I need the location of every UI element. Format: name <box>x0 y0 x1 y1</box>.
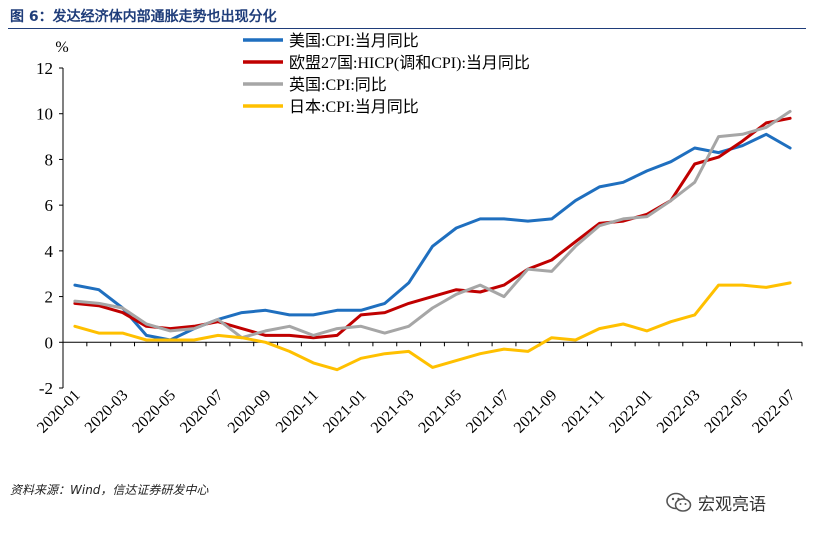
wechat-icon <box>666 492 692 512</box>
y-axis-label: % <box>55 39 68 56</box>
source-note: 资料来源：Wind，信达证券研发中心 <box>10 483 209 497</box>
x-tick-label: 2022-03 <box>654 387 704 437</box>
y-tick-label: 2 <box>45 288 54 307</box>
y-tick-label: 0 <box>45 333 54 352</box>
legend-label: 欧盟27国:HICP(调和CPI):当月同比 <box>289 54 530 72</box>
x-tick-label: 2022-01 <box>606 387 656 437</box>
x-tick-label: 2020-07 <box>177 387 227 437</box>
y-tick-label: 8 <box>45 150 54 169</box>
watermark-text: 宏观亮语 <box>698 495 766 515</box>
x-tick-label: 2020-09 <box>225 387 275 437</box>
series-line <box>73 116 792 340</box>
line-chart: -2024681012%2020-012020-032020-052020-07… <box>34 32 803 437</box>
y-tick-label: 6 <box>45 196 54 215</box>
legend-label: 英国:CPI:同比 <box>289 76 387 94</box>
series-line <box>73 281 792 372</box>
x-tick-label: 2021-03 <box>368 387 418 437</box>
title-divider <box>8 28 806 29</box>
y-tick-label: 10 <box>36 105 53 124</box>
y-tick-label: 12 <box>36 59 53 78</box>
x-tick-label: 2021-05 <box>415 387 465 437</box>
x-tick-label: 2022-07 <box>749 387 799 437</box>
chart-legend: 美国:CPI:当月同比欧盟27国:HICP(调和CPI):当月同比英国:CPI:… <box>243 32 530 116</box>
x-tick-label: 2021-11 <box>559 387 608 436</box>
legend-label: 日本:CPI:当月同比 <box>289 98 419 116</box>
x-tick-label: 2022-05 <box>702 387 752 437</box>
legend-label: 美国:CPI:当月同比 <box>289 32 419 50</box>
x-tick-label: 2021-01 <box>320 387 370 437</box>
chart-title: 图 6：发达经济体内部通胀走势也出现分化 <box>10 9 277 25</box>
x-tick-label: 2021-09 <box>511 387 561 437</box>
x-tick-label: 2021-07 <box>463 387 513 437</box>
series-line <box>73 109 792 340</box>
x-tick-label: 2020-11 <box>273 387 322 436</box>
x-tick-label: 2020-03 <box>82 387 132 437</box>
y-tick-label: 4 <box>45 242 54 261</box>
watermark: 宏观亮语 <box>666 490 766 515</box>
y-tick-label: -2 <box>39 379 53 398</box>
chart-series <box>73 109 792 372</box>
x-tick-label: 2020-05 <box>129 387 179 437</box>
